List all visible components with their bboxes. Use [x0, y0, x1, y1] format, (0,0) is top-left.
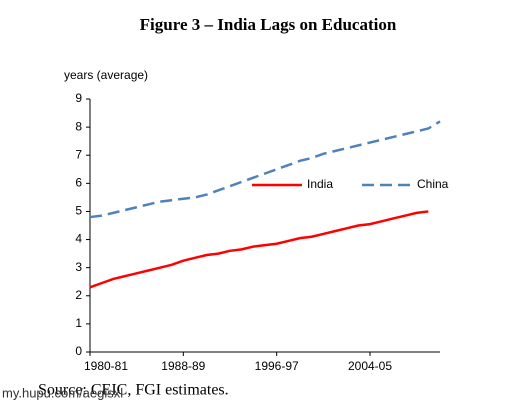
y-tick-label: 2 — [75, 288, 82, 302]
watermark: my.hupu.com/aegisxl — [2, 385, 123, 400]
y-tick-label: 5 — [75, 204, 82, 218]
source: Source: CEIC, FGI estimates. — [38, 382, 229, 399]
legend-label: India — [307, 177, 333, 191]
x-tick-label: 2004-05 — [348, 359, 392, 373]
x-tick-label: 1996-97 — [255, 359, 299, 373]
y-tick-label: 4 — [75, 232, 82, 246]
y-tick-label: 1 — [75, 316, 82, 330]
y-tick-label: 9 — [75, 91, 82, 105]
y-tick-label: 3 — [75, 260, 82, 274]
chart-title: Figure 3 – India Lags on Education — [140, 15, 397, 34]
y-tick-label: 7 — [75, 147, 82, 161]
x-tick-label: 1988-89 — [161, 359, 205, 373]
line-series — [89, 210, 429, 289]
x-tick-label: 1980-81 — [84, 359, 128, 373]
line-series — [89, 120, 441, 219]
y-tick-label: 8 — [75, 119, 82, 133]
legend-label: China — [417, 177, 449, 191]
y-tick-label: 0 — [75, 344, 82, 358]
y-axis-label: years (average) — [64, 68, 148, 82]
y-tick-label: 6 — [75, 176, 82, 190]
